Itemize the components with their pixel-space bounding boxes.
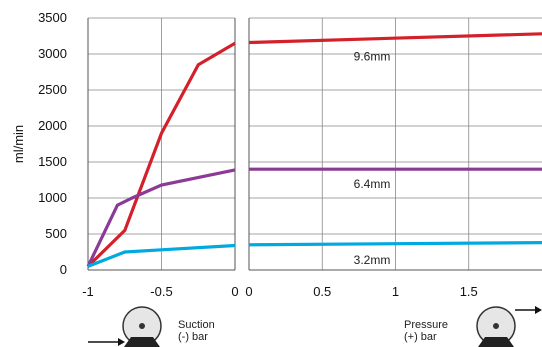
suction-pump-icon (88, 306, 162, 347)
series-line-9.6mm (248, 32, 542, 45)
y-tick-label: 0 (60, 262, 67, 277)
y-tick-label: 3500 (38, 10, 67, 25)
series-line-3.2mm (248, 241, 542, 247)
y-tick-label: 1000 (38, 190, 67, 205)
series-label-6.4mm: 6.4mm (354, 177, 391, 191)
x-tick-label: 0 (231, 284, 238, 299)
y-tick-label: 1500 (38, 154, 67, 169)
y-tick-label: 2000 (38, 118, 67, 133)
y-tick-label: 2500 (38, 82, 67, 97)
x-tick-label: 1.5 (460, 284, 478, 299)
series-line-3.2mm (87, 243, 236, 268)
grid (88, 17, 542, 270)
y-axis-label: ml/min (11, 125, 26, 163)
y-tick-label: 3000 (38, 46, 67, 61)
series-label-9.6mm: 9.6mm (354, 49, 391, 63)
series (86, 32, 542, 268)
x-tick-label: 0 (245, 284, 252, 299)
pressure-pump-icon (476, 306, 542, 347)
axes (87, 18, 542, 271)
suction-caption-line: (-) bar (178, 331, 208, 343)
x-tick-label: -0.5 (150, 284, 172, 299)
y-tick-label: 500 (45, 226, 67, 241)
x-tick-label: -1 (82, 284, 94, 299)
x-tick-label: 0.5 (313, 284, 331, 299)
x-tick-label: 1 (392, 284, 399, 299)
series-line-6.4mm (86, 168, 236, 268)
pressure-caption-line: (+) bar (404, 331, 437, 343)
suction-caption-line: Suction (178, 319, 215, 331)
labels: 0 500 1000 1500 2000 2500 3000 3500 ml/min -1 -0.5… (11, 10, 478, 343)
pressure-caption-line: Pressure (404, 319, 448, 331)
series-label-3.2mm: 3.2mm (354, 253, 391, 267)
series-line-9.6mm (86, 41, 236, 268)
